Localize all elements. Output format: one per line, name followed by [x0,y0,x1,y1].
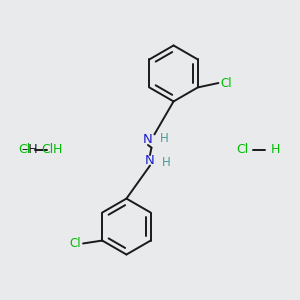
Text: Cl: Cl [19,143,31,157]
Text: Cl: Cl [221,76,232,89]
Text: Cl: Cl [41,143,53,157]
Text: H: H [162,156,171,169]
Text: H: H [160,132,169,145]
Text: N: N [143,133,153,146]
Text: H: H [271,143,280,157]
Text: N: N [145,154,155,167]
Text: H: H [52,143,62,157]
Text: Cl: Cl [69,237,81,250]
Text: –H: –H [19,143,38,157]
Text: Cl: Cl [237,143,249,157]
